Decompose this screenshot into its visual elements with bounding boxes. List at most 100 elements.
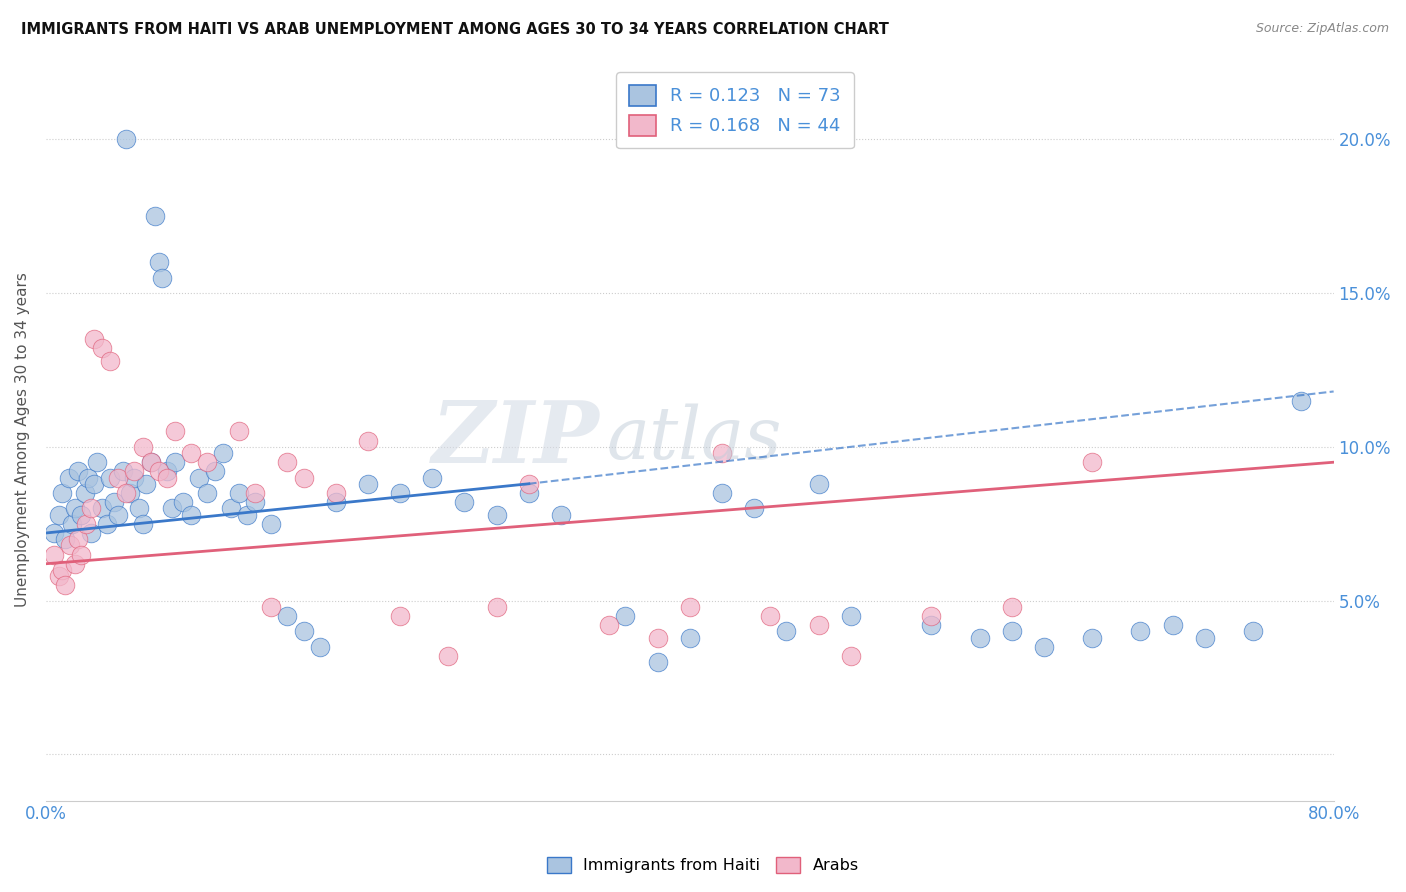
- Point: [58, 470, 80, 484]
- Point: [1129, 624, 1152, 639]
- Point: [679, 599, 702, 614]
- Point: [80, 501, 103, 516]
- Point: [98, 353, 121, 368]
- Point: [187, 470, 209, 484]
- Point: [742, 501, 765, 516]
- Text: IMMIGRANTS FROM HAITI VS ARAB UNEMPLOYMENT AMONG AGES 30 TO 34 YEARS CORRELATION: IMMIGRANTS FROM HAITI VS ARAB UNEMPLOYME…: [21, 22, 889, 37]
- Point: [115, 486, 138, 500]
- Point: [1291, 393, 1313, 408]
- Text: ZIP: ZIP: [432, 398, 600, 481]
- Point: [124, 465, 146, 479]
- Point: [160, 501, 183, 516]
- Point: [437, 648, 460, 663]
- Point: [485, 599, 508, 614]
- Point: [759, 609, 782, 624]
- Point: [60, 516, 83, 531]
- Y-axis label: Unemployment Among Ages 30 to 34 years: Unemployment Among Ages 30 to 34 years: [15, 272, 30, 607]
- Point: [67, 532, 90, 546]
- Point: [180, 446, 202, 460]
- Point: [112, 465, 135, 479]
- Point: [103, 495, 125, 509]
- Point: [219, 501, 242, 516]
- Point: [145, 209, 167, 223]
- Point: [135, 476, 157, 491]
- Legend: Immigrants from Haiti, Arabs: Immigrants from Haiti, Arabs: [540, 850, 866, 880]
- Point: [228, 486, 250, 500]
- Point: [42, 526, 65, 541]
- Point: [1081, 455, 1104, 469]
- Point: [59, 538, 82, 552]
- Point: [86, 455, 108, 469]
- Point: [150, 270, 173, 285]
- Point: [647, 631, 669, 645]
- Point: [195, 486, 218, 500]
- Point: [1032, 640, 1054, 654]
- Point: [163, 455, 186, 469]
- Point: [711, 486, 734, 500]
- Point: [163, 425, 186, 439]
- Point: [614, 609, 637, 624]
- Point: [292, 624, 315, 639]
- Point: [73, 486, 96, 500]
- Point: [517, 476, 540, 491]
- Point: [1241, 624, 1264, 639]
- Point: [453, 495, 475, 509]
- Point: [228, 425, 250, 439]
- Point: [1161, 618, 1184, 632]
- Point: [76, 470, 98, 484]
- Point: [91, 501, 114, 516]
- Point: [212, 446, 235, 460]
- Point: [118, 486, 141, 500]
- Point: [91, 342, 114, 356]
- Point: [180, 508, 202, 522]
- Point: [156, 470, 179, 484]
- Point: [485, 508, 508, 522]
- Point: [325, 486, 347, 500]
- Point: [83, 332, 105, 346]
- Point: [51, 563, 73, 577]
- Point: [107, 508, 129, 522]
- Legend: R = 0.123   N = 73, R = 0.168   N = 44: R = 0.123 N = 73, R = 0.168 N = 44: [616, 72, 853, 148]
- Point: [148, 255, 170, 269]
- Point: [124, 470, 146, 484]
- Point: [598, 618, 620, 632]
- Point: [63, 501, 86, 516]
- Point: [357, 434, 380, 448]
- Point: [48, 569, 70, 583]
- Point: [807, 618, 830, 632]
- Point: [969, 631, 991, 645]
- Point: [53, 578, 76, 592]
- Point: [139, 455, 162, 469]
- Point: [550, 508, 572, 522]
- Point: [98, 470, 121, 484]
- Point: [260, 516, 283, 531]
- Point: [131, 516, 153, 531]
- Point: [115, 132, 138, 146]
- Point: [83, 476, 105, 491]
- Point: [156, 465, 179, 479]
- Point: [647, 655, 669, 669]
- Point: [80, 526, 103, 541]
- Point: [245, 495, 267, 509]
- Point: [51, 486, 73, 500]
- Point: [775, 624, 797, 639]
- Point: [1081, 631, 1104, 645]
- Point: [148, 465, 170, 479]
- Point: [711, 446, 734, 460]
- Point: [292, 470, 315, 484]
- Point: [195, 455, 218, 469]
- Point: [67, 465, 90, 479]
- Point: [920, 618, 942, 632]
- Point: [679, 631, 702, 645]
- Point: [128, 501, 150, 516]
- Point: [245, 486, 267, 500]
- Point: [839, 648, 862, 663]
- Point: [53, 532, 76, 546]
- Point: [42, 548, 65, 562]
- Point: [920, 609, 942, 624]
- Point: [807, 476, 830, 491]
- Point: [308, 640, 330, 654]
- Point: [1194, 631, 1216, 645]
- Point: [517, 486, 540, 500]
- Point: [48, 508, 70, 522]
